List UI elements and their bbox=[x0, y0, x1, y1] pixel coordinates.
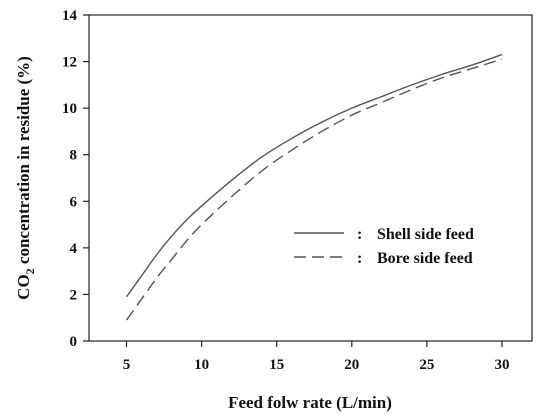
legend-label-bore: Bore side feed bbox=[377, 250, 473, 267]
plot-frame-group bbox=[88, 14, 533, 342]
x-axis-title: Feed folw rate (L/min) bbox=[228, 393, 392, 412]
y-tick-label: 2 bbox=[70, 287, 78, 303]
plot-frame bbox=[88, 14, 533, 342]
y-tick-label: 0 bbox=[70, 334, 78, 350]
y-tick-label: 14 bbox=[62, 8, 78, 24]
y-axis-title-rest: concentration in residue (%) bbox=[14, 56, 33, 268]
ticks-group: 5 10 15 20 25 30 0 2 4 6 8 10 12 14 bbox=[62, 8, 509, 373]
series-line-shell-side-feed bbox=[125, 53, 503, 298]
y-axis-title: CO2 concentration in residue (%) bbox=[14, 56, 37, 300]
series-group bbox=[125, 53, 503, 321]
x-tick-label: 15 bbox=[269, 357, 284, 373]
x-tick-label: 20 bbox=[344, 357, 359, 373]
x-tick-label: 30 bbox=[494, 357, 509, 373]
y-tick-label: 6 bbox=[70, 194, 78, 210]
y-tick-label: 12 bbox=[62, 55, 77, 71]
y-tick-label: 4 bbox=[70, 241, 78, 257]
y-axis-title-main: CO bbox=[14, 274, 33, 300]
legend-separator-bore: : bbox=[357, 250, 362, 267]
x-tick-label: 5 bbox=[123, 357, 131, 373]
x-tick-label: 25 bbox=[419, 357, 434, 373]
x-tick-label: 10 bbox=[194, 357, 209, 373]
series-line-bore-side-feed bbox=[125, 58, 503, 321]
y-tick-label: 10 bbox=[62, 101, 77, 117]
legend-separator-shell: : bbox=[357, 226, 362, 243]
legend-label-shell: Shell side feed bbox=[377, 226, 474, 243]
y-axis-title-subscript: 2 bbox=[23, 268, 37, 274]
y-tick-label: 8 bbox=[70, 148, 78, 164]
legend: : Shell side feed : Bore side feed bbox=[294, 226, 474, 267]
